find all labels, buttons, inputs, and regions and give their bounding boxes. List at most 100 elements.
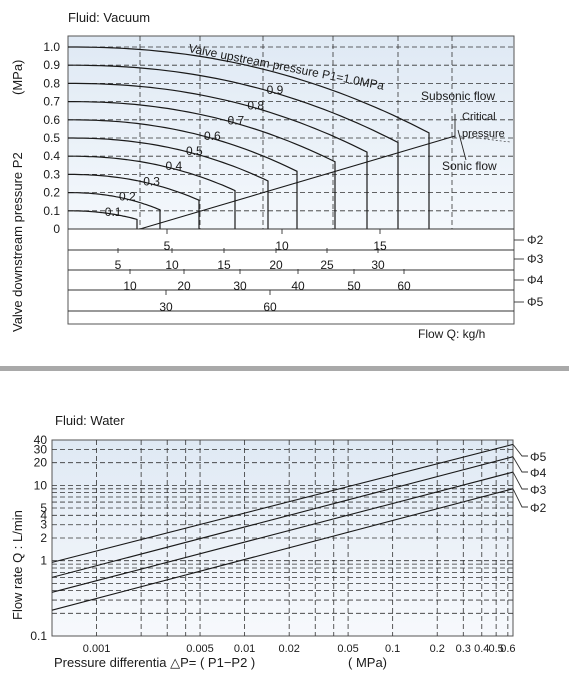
water-x-tick-label: 0.02 <box>278 643 299 655</box>
water-x-tick-label: 0.4 <box>474 643 489 655</box>
subsonic-label: Subsonic flow <box>421 89 495 103</box>
water-y-tick-label: 10 <box>34 478 48 492</box>
water-series-line <box>51 456 514 578</box>
water-x-tick-label: 0.3 <box>456 643 471 655</box>
water-series-line <box>51 471 514 593</box>
water-y-tick-label: 1 <box>40 554 47 568</box>
vacuum-grid <box>68 36 514 229</box>
vacuum-curve <box>68 46 430 229</box>
vacuum-curve-label: 0.5 <box>186 144 203 158</box>
water-fluid-label: Fluid: Water <box>55 413 125 428</box>
vacuum-y-tick-label: 0.1 <box>43 204 60 218</box>
vacuum-y-tick-label: 0.2 <box>43 186 60 200</box>
vacuum-curve <box>68 155 236 229</box>
scale-tick-label: 10 <box>165 258 179 272</box>
water-x-tick-label: 0.1 <box>385 643 400 655</box>
scale-tick-label: 10 <box>275 239 289 253</box>
scale-tick-label: 5 <box>164 239 171 253</box>
scale-tick-label: 25 <box>320 258 334 272</box>
critical-arrow-down <box>457 129 467 161</box>
vacuum-ylabel-unit: (MPa) <box>10 60 25 95</box>
vacuum-curve <box>68 101 336 229</box>
water-x-tick-label: 0.5 <box>488 643 503 655</box>
water-y-tick-label: 30 <box>34 442 48 456</box>
critical-leader <box>459 135 511 143</box>
water-series-label: Φ5 <box>530 450 547 464</box>
water-y-tick-label: 0.1 <box>30 629 47 643</box>
vacuum-flow-label: Flow Q: kg/h <box>418 327 485 341</box>
scale-tick-label: 50 <box>347 279 361 293</box>
scale-tick-label: 30 <box>371 258 385 272</box>
water-x-tick-label: 0.005 <box>186 643 214 655</box>
water-y-tick-label: 3 <box>40 518 47 532</box>
vacuum-curve-labels: 0.10.2 0.3 0.40.50.6 0.70.80.9 <box>105 83 284 219</box>
water-series-labels: Φ5 Φ4 Φ3 Φ2 <box>512 444 547 515</box>
vacuum-y-tick-label: 0.4 <box>43 149 60 163</box>
vacuum-y-tick-label: 1.0 <box>43 40 60 54</box>
scale-row-name: Φ3 <box>527 252 544 266</box>
water-y-tick-label: 20 <box>34 456 48 470</box>
scale-tick-label: 10 <box>123 279 137 293</box>
vacuum-y-tick-label: 0.5 <box>43 131 60 145</box>
critical-label-1: Critical <box>462 111 496 123</box>
vacuum-y-tick-label: 0.7 <box>43 95 60 109</box>
water-plot-area <box>51 439 514 637</box>
water-series-leader <box>512 488 528 508</box>
vacuum-curve-label: 0.3 <box>143 174 160 188</box>
water-series-line <box>51 443 514 563</box>
water-x-tick-label: 0.01 <box>234 643 255 655</box>
water-ylabel: Flow rate Q : L/min <box>10 510 25 620</box>
scale-tick-label: 30 <box>233 279 247 293</box>
vacuum-curve-label: 0.6 <box>204 129 221 143</box>
vacuum-curve <box>68 173 200 229</box>
water-series-label: Φ2 <box>530 501 547 515</box>
water-grid <box>52 440 513 636</box>
vacuum-ylabel: Valve downstream pressure P2 <box>10 152 25 332</box>
water-x-tick-label: 0.6 <box>500 643 515 655</box>
scale-row-name: Φ5 <box>527 295 544 309</box>
water-series-line <box>51 488 514 611</box>
vacuum-chart: Fluid: Vacuum 0.10.20.30.40.50.60.70.80.… <box>10 10 544 341</box>
vacuum-curve-label: 0.2 <box>119 190 136 204</box>
vacuum-y-tick-label: 0.6 <box>43 113 60 127</box>
water-y-tick-label: 2 <box>40 531 47 545</box>
water-x-tick-label: 0.2 <box>430 643 445 655</box>
vacuum-y-tick-label: 0.8 <box>43 76 60 90</box>
scale-tick-label: 15 <box>373 239 387 253</box>
vacuum-fluid-label: Fluid: Vacuum <box>68 10 150 25</box>
vacuum-curve <box>68 210 138 229</box>
water-y-tick-label: 40 <box>34 433 48 447</box>
vacuum-curve <box>68 82 368 229</box>
scale-row-name: Φ2 <box>527 233 544 247</box>
critical-pressure-line <box>139 135 456 230</box>
water-series-leader <box>512 444 528 457</box>
water-lines <box>51 443 514 611</box>
vacuum-curve-label: 0.1 <box>105 205 122 219</box>
vacuum-y-tick-label: 0.3 <box>43 167 60 181</box>
scale-tick-label: 5 <box>115 258 122 272</box>
vacuum-curve-label: 0.8 <box>247 98 264 112</box>
scale-tick-label: 20 <box>269 258 283 272</box>
scale-tick-label: 15 <box>217 258 231 272</box>
vacuum-y-ticks: 1.0 0.9 0.8 0.7 0.6 0.5 0.4 0.3 0.2 0.1 0 <box>43 40 60 236</box>
water-xlabel-unit: ( MPa) <box>348 655 387 670</box>
critical-label-2: pressure <box>462 128 505 140</box>
sonic-label: Sonic flow <box>442 159 497 173</box>
scale-tick-label: 30 <box>159 300 173 314</box>
vacuum-curve <box>68 192 161 229</box>
vacuum-y-tick-label: 0 <box>53 222 60 236</box>
water-series-leader <box>512 456 528 473</box>
water-series-label: Φ3 <box>530 483 547 497</box>
scale-tick-label: 60 <box>263 300 277 314</box>
vacuum-curve <box>68 137 269 229</box>
water-x-tick-label: 0.001 <box>83 643 111 655</box>
water-series-leader <box>512 471 528 490</box>
water-y-tick-label: 4 <box>40 508 47 522</box>
scale-row-name: Φ4 <box>527 273 544 287</box>
vacuum-curve-label: 0.4 <box>166 159 183 173</box>
water-x-ticks: 0.001 0.005 0.01 0.02 0.05 0.1 0.2 0.3 0.4 0.50.6 <box>83 643 516 655</box>
vacuum-curve <box>68 119 298 229</box>
